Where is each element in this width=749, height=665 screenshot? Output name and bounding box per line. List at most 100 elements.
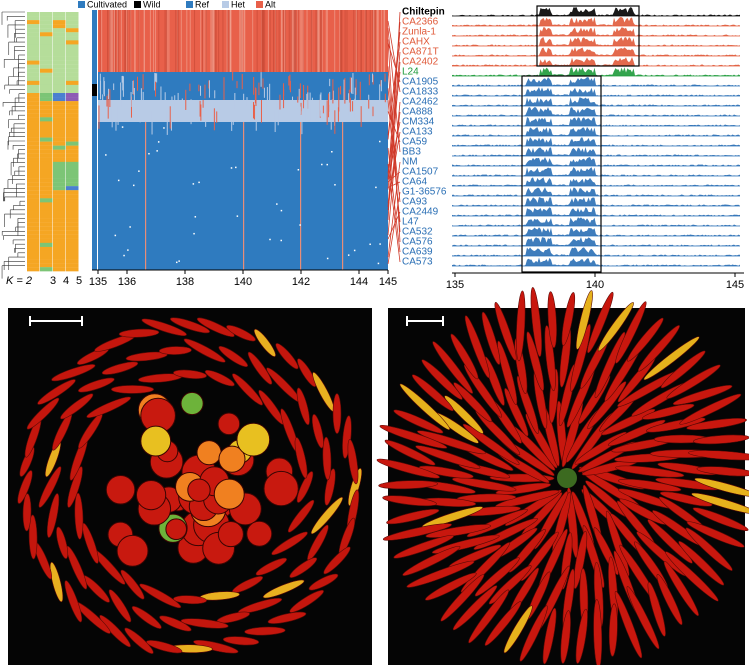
structure-cell bbox=[40, 255, 53, 260]
heatmap-streak bbox=[143, 101, 145, 114]
heatmap-streak bbox=[319, 10, 321, 72]
heatmap-streak bbox=[300, 122, 302, 270]
structure-cell bbox=[53, 178, 66, 183]
heatmap-streak bbox=[381, 10, 383, 72]
pepper bbox=[38, 466, 62, 508]
pepper bbox=[267, 611, 307, 624]
heatmap-dot bbox=[114, 234, 117, 237]
structure-cell bbox=[66, 161, 79, 167]
heatmap-streak bbox=[129, 10, 131, 72]
heatmap-streak bbox=[297, 108, 299, 116]
structure-cell bbox=[53, 202, 66, 207]
heatmap-streak bbox=[253, 102, 255, 119]
sample-label: BB3 bbox=[402, 147, 421, 158]
pepper bbox=[37, 379, 76, 405]
sample-connector bbox=[387, 161, 401, 258]
structure-cell bbox=[27, 84, 40, 90]
pepper bbox=[294, 437, 308, 479]
heatmap-streak bbox=[194, 10, 196, 72]
structure-cell bbox=[53, 24, 66, 29]
structure-cell bbox=[40, 178, 53, 183]
heatmap-streak bbox=[215, 10, 217, 72]
structure-cell bbox=[40, 109, 53, 114]
heatmap-streak bbox=[267, 10, 269, 72]
heatmap-streak bbox=[99, 73, 101, 94]
heatmap-streak bbox=[279, 94, 281, 110]
heatmap-dot bbox=[236, 215, 239, 217]
pepper bbox=[411, 374, 454, 412]
structure-cell bbox=[53, 72, 66, 77]
pepper bbox=[526, 331, 545, 391]
heatmap-streak bbox=[372, 73, 374, 83]
heatmap-streak bbox=[347, 104, 349, 115]
structure-cell bbox=[40, 186, 53, 191]
heatmap-streak bbox=[126, 10, 128, 72]
pepper bbox=[627, 317, 664, 362]
structure-cell bbox=[66, 259, 79, 264]
x-tick-label: 144 bbox=[350, 276, 368, 288]
k-label: 4 bbox=[63, 275, 69, 287]
track-coverage bbox=[452, 107, 740, 116]
structure-cell bbox=[40, 88, 53, 94]
heatmap-streak bbox=[298, 88, 300, 105]
heatmap-streak bbox=[353, 10, 355, 72]
structure-cell bbox=[66, 80, 79, 86]
structure-cell bbox=[53, 68, 66, 73]
structure-cell bbox=[53, 101, 66, 106]
heatmap-dot bbox=[194, 216, 197, 218]
group-strip bbox=[92, 10, 97, 270]
pepper bbox=[460, 542, 511, 593]
pepper bbox=[28, 514, 38, 560]
bell-pepper bbox=[246, 520, 273, 547]
heatmap-streak bbox=[307, 92, 309, 112]
structure-cell bbox=[53, 149, 66, 154]
structure-cell bbox=[66, 24, 79, 29]
pepper bbox=[60, 393, 94, 420]
track-coverage bbox=[452, 207, 740, 216]
heatmap-streak bbox=[288, 76, 290, 86]
heatmap-streak bbox=[132, 80, 134, 95]
pepper bbox=[399, 383, 451, 430]
pepper bbox=[131, 606, 162, 629]
heatmap-streak bbox=[218, 10, 220, 72]
heatmap-streak bbox=[293, 10, 295, 72]
pepper bbox=[310, 496, 343, 535]
heatmap-streak bbox=[349, 97, 351, 112]
structure-cell bbox=[40, 198, 53, 203]
pepper bbox=[573, 530, 588, 589]
heatmap-streak bbox=[149, 10, 151, 72]
structure-cell bbox=[40, 117, 53, 122]
structure-cell bbox=[40, 263, 53, 268]
pepper bbox=[244, 626, 286, 636]
structure-cell bbox=[27, 40, 40, 45]
pepper bbox=[173, 369, 207, 379]
pepper bbox=[495, 482, 552, 495]
heatmap-streak bbox=[299, 83, 301, 99]
pepper bbox=[575, 290, 593, 350]
pepper bbox=[271, 531, 308, 556]
structure-cell bbox=[40, 64, 53, 69]
heatmap-streak bbox=[372, 10, 374, 72]
structure-cell bbox=[66, 153, 79, 158]
track-coverage bbox=[452, 87, 740, 96]
heatmap-streak bbox=[108, 10, 110, 72]
pepper bbox=[296, 471, 314, 503]
structure-cell bbox=[53, 36, 66, 41]
pepper bbox=[488, 565, 532, 605]
structure-cell bbox=[40, 72, 53, 77]
heatmap-streak bbox=[189, 83, 191, 92]
pepper bbox=[453, 382, 493, 423]
heatmap-dot bbox=[377, 262, 380, 265]
structure-cell bbox=[40, 105, 53, 110]
structure-cell bbox=[27, 121, 40, 126]
track-coverage bbox=[452, 27, 740, 36]
heatmap-streak bbox=[103, 81, 105, 97]
pepper bbox=[183, 338, 226, 363]
heatmap-streak bbox=[137, 76, 139, 91]
structure-cell bbox=[40, 24, 53, 29]
sample-label: CA888 bbox=[402, 107, 433, 118]
heatmap-streak bbox=[292, 10, 294, 72]
heatmap-streak bbox=[269, 83, 271, 108]
heatmap-streak bbox=[229, 10, 231, 72]
heatmap-streak bbox=[322, 105, 324, 114]
